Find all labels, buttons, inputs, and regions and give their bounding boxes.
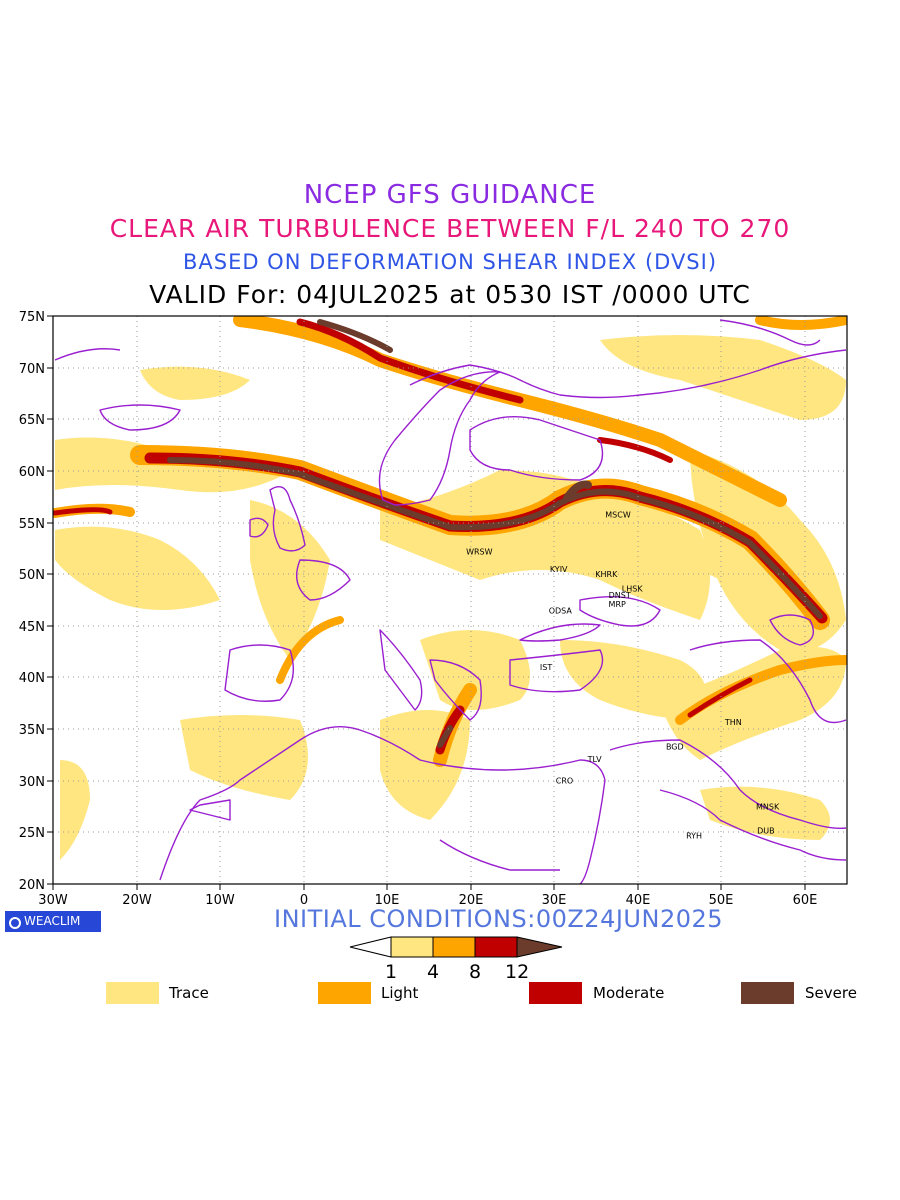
city-label-kyiv: KYIV [550,565,568,574]
lat-label-55n: 55N [19,517,45,532]
lat-label-70n: 70N [19,362,45,377]
lon-label-0: 0 [300,893,308,908]
city-label-bgd: BGD [666,743,684,752]
legend-light-label: Light [381,984,419,1002]
city-label-mscw: MSCW [605,510,631,519]
city-label-mnsk: MNSK [756,803,780,812]
city-label-wrsw: WRSW [466,548,493,557]
weaclim-badge: WEACLIM [5,911,101,932]
legend-severe-label: Severe [805,984,857,1002]
lat-label-35n: 35N [19,723,45,738]
lat-label-60n: 60N [19,465,45,480]
lat-label-65n: 65N [19,413,45,428]
city-label-tlv: TLV [587,755,602,764]
legend-light-swatch [318,982,371,1004]
city-label-mrp: MRP [609,600,626,609]
title-line-1: NCEP GFS GUIDANCE [303,180,597,210]
map-frame [52,315,848,885]
coastlines [54,319,847,884]
city-label-khrk: KHRK [595,570,618,579]
lat-label-25n: 25N [19,826,45,841]
turbulence-shading [53,316,847,860]
city-label-lhsk: LHSK [622,585,644,594]
colorbar [349,936,563,958]
legend-severe-swatch [741,982,794,1004]
lon-label-50e: 50E [709,893,734,908]
colorbar-tick-1: 1 [385,961,398,983]
lon-label-40e: 40E [626,893,651,908]
badge-label: WEACLIM [24,914,81,928]
colorbar-light-cell [432,936,476,958]
lat-label-30n: 30N [19,775,45,790]
initial-conditions: INITIAL CONDITIONS:00Z24JUN2025 [274,905,724,933]
city-label-dnst: DNST [609,591,631,600]
city-label-thn: THN [724,718,742,727]
valid-time: VALID For: 04JUL2025 at 0530 IST /0000 U… [149,280,751,309]
lon-label-10w: 10W [205,893,235,908]
title-line-3: BASED ON DEFORMATION SHEAR INDEX (DVSI) [182,250,718,274]
lon-label-60e: 60E [793,893,818,908]
lon-label-10e: 10E [375,893,400,908]
city-label-cro: CRO [556,777,573,786]
lat-label-20n: 20N [19,878,45,893]
lon-label-20e: 20E [459,893,484,908]
lat-label-75n: 75N [19,310,45,325]
lon-label-20w: 20W [122,893,152,908]
city-label-ryh: RYH [686,832,702,841]
colorbar-low-arrow [349,936,392,958]
colorbar-moderate-cell [474,936,518,958]
lat-label-50n: 50N [19,568,45,583]
colorbar-tick-8: 8 [469,961,482,983]
colorbar-trace-cell [390,936,434,958]
legend-moderate-label: Moderate [593,984,665,1002]
legend-trace-swatch [106,982,159,1004]
city-label-ist: IST [540,663,552,672]
title-line-2: CLEAR AIR TURBULENCE BETWEEN F/L 240 TO … [109,214,791,243]
lat-label-45n: 45N [19,620,45,635]
city-label-dub: DUB [757,826,775,835]
lon-label-30e: 30E [542,893,567,908]
legend-trace-label: Trace [169,984,209,1002]
colorbar-tick-12: 12 [505,961,530,983]
lat-label-40n: 40N [19,671,45,686]
logo-ring-icon [9,917,21,929]
city-label-odsa: ODSA [549,606,573,615]
colorbar-severe-arrow [516,936,563,958]
lon-label-30w: 30W [38,893,68,908]
colorbar-tick-4: 4 [427,961,440,983]
legend-moderate-swatch [529,982,582,1004]
